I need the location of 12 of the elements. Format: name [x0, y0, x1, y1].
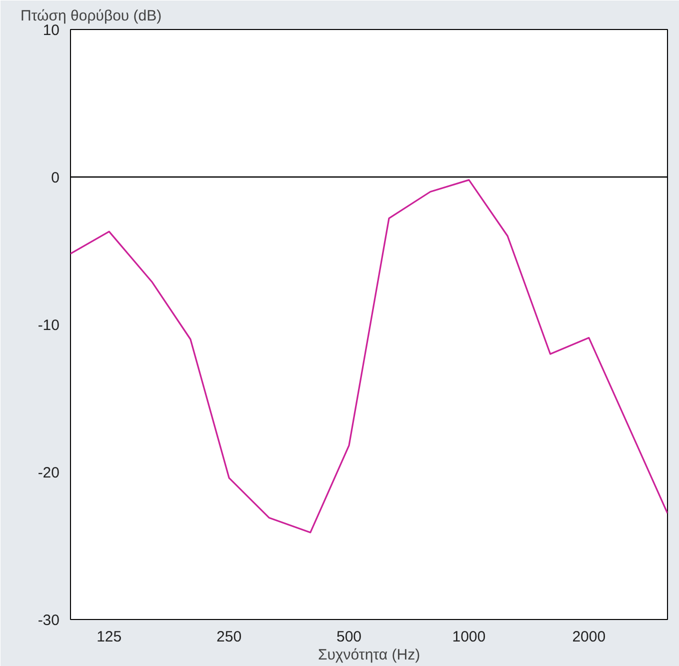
y-axis-title: Πτώση θορύβου (dB): [20, 8, 162, 24]
y-tick-label: 0: [51, 170, 60, 186]
x-tick-label: 125: [96, 628, 122, 646]
y-tick-label: -10: [38, 317, 60, 334]
x-tick-label: 2000: [572, 628, 606, 646]
y-tick-label: 10: [42, 22, 60, 39]
y-tick-label: -30: [38, 612, 60, 629]
x-tick-label: 1000: [452, 628, 486, 646]
x-tick-label: 500: [336, 628, 362, 646]
y-tick-label: -20: [38, 464, 60, 482]
x-tick-label: 250: [216, 628, 242, 646]
x-axis-title: Συχνότητα (Hz): [318, 646, 420, 664]
